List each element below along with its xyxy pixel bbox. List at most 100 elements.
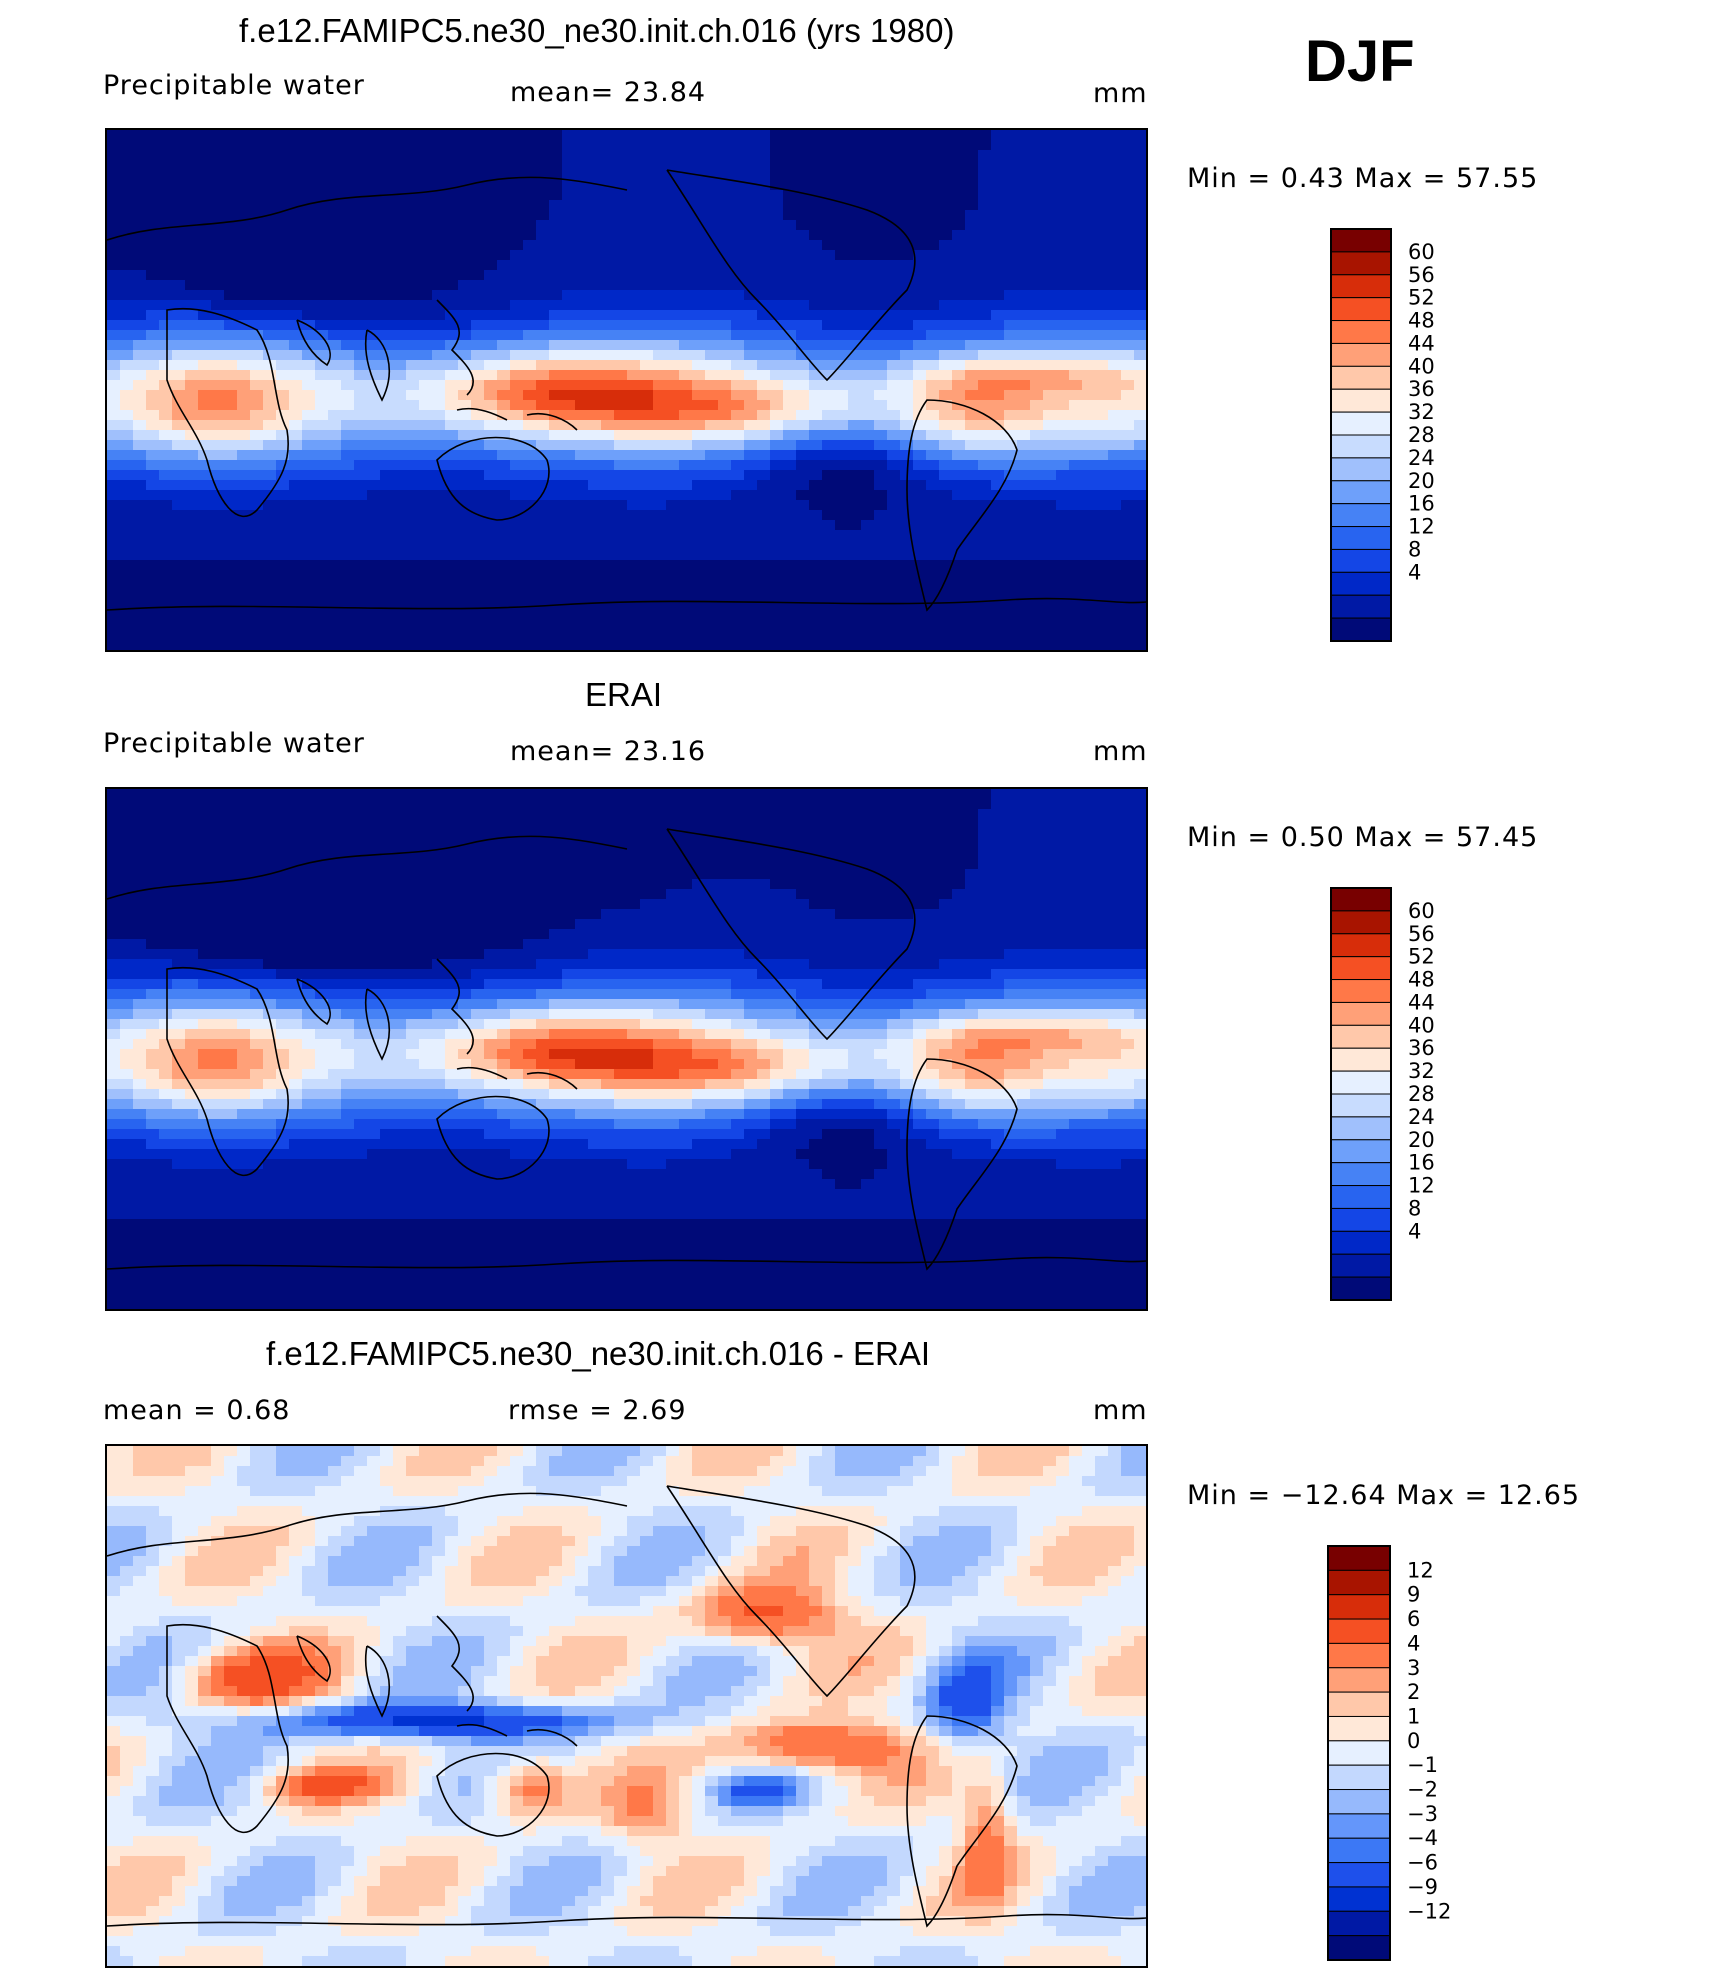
colorbar-tick-label: 12 xyxy=(1408,515,1435,539)
panel-3-title: f.e12.FAMIPC5.ne30_ne30.init.ch.016 - ER… xyxy=(266,1335,931,1372)
colorbar-swatch xyxy=(1330,1093,1392,1118)
coastline xyxy=(296,978,390,1061)
colorbar-swatch xyxy=(1330,1253,1392,1278)
panel-1-variable-label: Precipitable water xyxy=(103,70,365,101)
colorbar-tick-label: 4 xyxy=(1407,1631,1420,1655)
colorbar-tick-label: 60 xyxy=(1408,899,1435,923)
colorbar-tick-label: 16 xyxy=(1408,492,1435,516)
colorbar-tick-label: 32 xyxy=(1408,1059,1435,1083)
colorbar-tick-label: 36 xyxy=(1408,1036,1435,1060)
colorbar-swatch xyxy=(1330,1276,1392,1301)
panel-3-mean-label: mean = 0.68 xyxy=(103,1395,291,1426)
colorbar-swatch xyxy=(1330,1139,1392,1164)
coastline xyxy=(436,436,550,521)
colorbar-swatch xyxy=(1330,617,1392,642)
colorbar-tick-label: 40 xyxy=(1408,1013,1435,1037)
colorbar-tick-label: 36 xyxy=(1408,377,1435,401)
colorbar-swatch xyxy=(1327,1862,1391,1888)
contour-field xyxy=(107,789,1146,1309)
colorbar-tick-label: 12 xyxy=(1408,1174,1435,1198)
coastline xyxy=(107,1256,1146,1270)
coastline xyxy=(107,835,628,900)
panel-2-variable-label: Precipitable water xyxy=(103,728,365,759)
colorbar-tick-label: 48 xyxy=(1408,968,1435,992)
colorbar-tick-label: 20 xyxy=(1408,1128,1435,1152)
panel-1-minmax-label: Min = 0.43 Max = 57.55 xyxy=(1187,163,1539,194)
coastline xyxy=(906,1058,1018,1271)
panel-3-rmse-label: rmse = 2.69 xyxy=(508,1395,687,1426)
colorbar-swatch xyxy=(1330,1207,1392,1232)
colorbar-tick-label: −2 xyxy=(1407,1778,1438,1802)
colorbar-tick-label: −12 xyxy=(1407,1899,1451,1923)
colorbar-tick-label: −3 xyxy=(1407,1802,1438,1826)
colorbar-swatch xyxy=(1330,910,1392,935)
colorbar-swatch xyxy=(1330,365,1392,390)
panel-2-title: ERAI xyxy=(585,676,663,713)
colorbar-tick-label: 44 xyxy=(1408,331,1435,355)
colorbar-tick-label: −9 xyxy=(1407,1875,1438,1899)
colorbar-swatch xyxy=(1330,526,1392,550)
coastline xyxy=(436,1615,474,1712)
panel-3-minmax-label: Min = −12.64 Max = 12.65 xyxy=(1187,1480,1581,1511)
panel-1-map xyxy=(105,128,1148,652)
colorbar-swatch xyxy=(1330,1185,1392,1209)
colorbar-swatch xyxy=(1330,979,1392,1003)
colorbar-swatch xyxy=(1330,1047,1392,1072)
coastline xyxy=(456,407,578,431)
colorbar-tick-label: 20 xyxy=(1408,469,1435,493)
colorbar-swatch xyxy=(1327,1715,1391,1742)
coastline xyxy=(436,1095,550,1180)
colorbar-swatch xyxy=(1327,1886,1391,1912)
colorbar-tick-label: 60 xyxy=(1408,240,1435,264)
panel-1-contour-plot xyxy=(107,130,1146,650)
colorbar-swatch xyxy=(1330,342,1392,367)
colorbar-swatch xyxy=(1327,1764,1391,1791)
colorbar-swatch xyxy=(1327,1545,1391,1571)
colorbar-swatch xyxy=(1327,1837,1391,1864)
colorbar-swatch xyxy=(1327,1789,1391,1815)
colorbar-swatch xyxy=(1330,1116,1392,1141)
colorbar-swatch xyxy=(1330,956,1392,981)
panel-2-contour-plot xyxy=(107,789,1146,1309)
colorbar-swatch xyxy=(1327,1813,1391,1839)
colorbar-swatch xyxy=(1330,480,1392,505)
colorbar-swatch xyxy=(1327,1935,1391,1961)
colorbar-swatch xyxy=(1330,1024,1392,1049)
colorbar-swatch xyxy=(1327,1667,1391,1693)
colorbar-tick-label: 4 xyxy=(1408,1219,1421,1243)
colorbar-tick-label: 6 xyxy=(1407,1607,1420,1631)
coastline xyxy=(456,1066,578,1090)
coastline xyxy=(436,299,474,396)
colorbar-swatch xyxy=(1330,571,1392,596)
panel-3-units-label: mm xyxy=(1093,1395,1148,1426)
colorbar-tick-label: 16 xyxy=(1408,1151,1435,1175)
colorbar-tick-label: 48 xyxy=(1408,309,1435,333)
coastline xyxy=(666,1485,916,1698)
colorbar-tick-label: 4 xyxy=(1408,560,1421,584)
coastline xyxy=(166,1623,289,1833)
coastline xyxy=(107,176,628,241)
colorbar-swatch xyxy=(1327,1740,1391,1766)
colorbar-swatch xyxy=(1327,1594,1391,1620)
panel-1-mean-label: mean= 23.84 xyxy=(510,77,707,108)
colorbar-tick-label: −1 xyxy=(1407,1753,1438,1777)
colorbar-tick-label: 52 xyxy=(1408,945,1435,969)
colorbar-swatch xyxy=(1330,1001,1392,1026)
panel-3-map xyxy=(105,1444,1148,1968)
coastline xyxy=(107,1913,1146,1927)
coastline xyxy=(906,399,1018,612)
coastline xyxy=(456,1723,578,1747)
colorbar-tick-label: 40 xyxy=(1408,354,1435,378)
coastline xyxy=(296,319,390,402)
colorbar-swatch xyxy=(1330,411,1392,436)
contour-field xyxy=(107,130,1146,650)
coastline xyxy=(666,828,916,1041)
colorbar-tick-label: 3 xyxy=(1407,1656,1420,1680)
colorbar-tick-label: 28 xyxy=(1408,423,1435,447)
colorbar-swatch xyxy=(1330,274,1392,299)
panel-1-title: f.e12.FAMIPC5.ne30_ne30.init.ch.016 (yrs… xyxy=(239,12,955,49)
colorbar-tick-label: 56 xyxy=(1408,922,1435,946)
